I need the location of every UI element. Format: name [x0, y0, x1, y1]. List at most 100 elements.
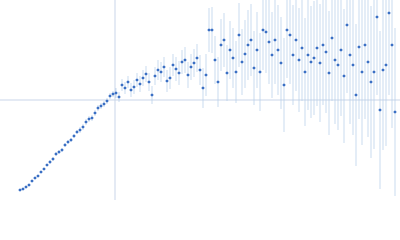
data-point — [51, 157, 55, 161]
data-point — [132, 85, 136, 89]
data-point — [342, 74, 346, 78]
data-point — [48, 160, 52, 164]
data-point — [159, 70, 163, 74]
data-point — [276, 48, 280, 52]
data-point — [378, 108, 382, 112]
data-point — [147, 80, 151, 84]
data-point — [336, 63, 340, 67]
data-point — [165, 79, 169, 83]
data-point — [108, 94, 112, 98]
data-point — [93, 111, 97, 115]
data-point — [90, 116, 94, 120]
data-point — [99, 104, 103, 108]
data-point — [375, 15, 379, 19]
data-point — [183, 58, 187, 62]
data-point — [141, 76, 145, 80]
data-point — [135, 78, 139, 82]
data-point — [327, 71, 331, 75]
data-point — [96, 106, 100, 110]
data-point — [111, 92, 115, 96]
data-point — [333, 58, 337, 62]
data-point — [387, 11, 391, 15]
data-point — [210, 28, 214, 32]
data-point — [21, 187, 25, 191]
data-point — [297, 58, 301, 62]
data-point — [117, 95, 121, 99]
data-point — [42, 167, 46, 171]
data-point — [156, 68, 160, 72]
data-point — [195, 56, 199, 60]
data-point — [273, 38, 277, 42]
data-point — [279, 61, 283, 65]
data-point — [390, 43, 394, 47]
data-point — [228, 48, 232, 52]
data-point — [360, 70, 364, 74]
data-point — [357, 45, 361, 49]
data-point — [315, 46, 319, 50]
data-point — [321, 43, 325, 47]
data-point — [294, 38, 298, 42]
data-point — [81, 125, 85, 129]
data-point — [138, 82, 142, 86]
data-point — [282, 83, 286, 87]
data-point — [288, 33, 292, 37]
data-point — [351, 63, 355, 67]
data-point — [201, 86, 205, 90]
data-point — [69, 138, 73, 142]
data-point — [120, 83, 124, 87]
data-point — [306, 53, 310, 57]
data-point — [234, 70, 238, 74]
data-point — [258, 70, 262, 74]
data-point — [237, 33, 241, 37]
data-point — [87, 117, 91, 121]
data-point — [126, 80, 130, 84]
data-point — [354, 93, 358, 97]
data-point — [384, 63, 388, 67]
data-point — [300, 46, 304, 50]
data-point — [291, 53, 295, 57]
data-point — [186, 73, 190, 77]
data-point — [174, 67, 178, 71]
data-point — [363, 43, 367, 47]
data-point — [318, 61, 322, 65]
data-point — [249, 38, 253, 42]
data-point — [330, 36, 334, 40]
data-point — [339, 48, 343, 52]
data-point — [75, 130, 79, 134]
data-point — [204, 73, 208, 77]
data-point — [393, 110, 397, 114]
data-point — [57, 150, 61, 154]
data-point — [36, 174, 40, 178]
data-point — [267, 40, 271, 44]
data-point — [348, 53, 352, 57]
data-point — [18, 188, 22, 192]
data-point — [105, 99, 109, 103]
data-point — [177, 71, 181, 75]
data-point — [192, 61, 196, 65]
data-point — [243, 52, 247, 56]
data-point — [225, 71, 229, 75]
data-point — [309, 60, 313, 64]
data-point — [381, 68, 385, 72]
data-point — [150, 93, 154, 97]
data-point — [252, 66, 256, 70]
data-point — [63, 143, 67, 147]
data-point — [312, 56, 316, 60]
chart — [0, 0, 400, 200]
data-point — [324, 50, 328, 54]
data-point — [72, 134, 76, 138]
data-point — [144, 72, 148, 76]
data-point — [219, 43, 223, 47]
data-point — [27, 183, 31, 187]
data-point — [231, 56, 235, 60]
data-point — [129, 88, 133, 92]
data-point — [369, 80, 373, 84]
data-point — [246, 43, 250, 47]
data-point — [30, 179, 34, 183]
data-point — [60, 148, 64, 152]
data-point — [102, 102, 106, 106]
data-point — [153, 74, 157, 78]
data-point — [261, 28, 265, 32]
data-point — [114, 91, 118, 95]
data-point — [207, 28, 211, 32]
